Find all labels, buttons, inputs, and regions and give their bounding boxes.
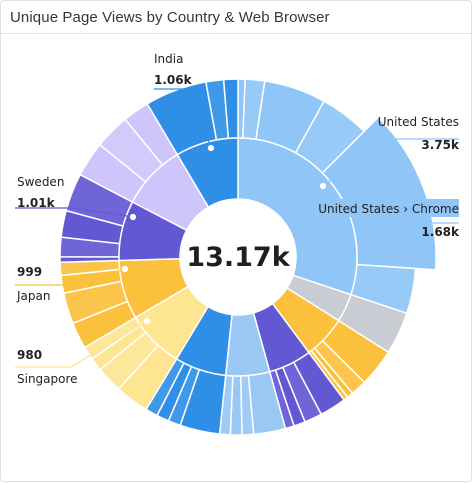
sweden-label: Sweden — [17, 175, 64, 189]
us-chrome-label-bg — [323, 199, 459, 217]
sweden-leader — [15, 207, 134, 218]
japan-leader — [15, 268, 126, 286]
center-total: 13.17k — [186, 242, 290, 273]
outer-ring — [59, 78, 437, 436]
us-value: 3.75k — [421, 138, 460, 152]
us-chrome-value: 1.68k — [421, 225, 460, 239]
us-chrome-label: United States › Chrome — [318, 202, 459, 216]
japan-leader-dot — [121, 265, 129, 273]
inner-segment-india[interactable] — [176, 137, 239, 209]
sweden-leader-dot — [129, 213, 137, 221]
singapore-label: Singapore — [17, 372, 78, 386]
india-label: India — [154, 52, 183, 66]
singapore-leader-dot — [143, 317, 151, 325]
japan-value: 999 — [17, 265, 42, 279]
us-leader — [322, 138, 459, 187]
singapore-leader — [15, 320, 148, 368]
chart-header: Unique Page Views by Country & Web Brows… — [1, 1, 471, 34]
singapore-value: 980 — [17, 348, 42, 362]
india-leader-dot — [207, 144, 215, 152]
inner-ring — [118, 137, 358, 377]
leader-lines — [15, 88, 459, 368]
india-leader — [154, 88, 212, 149]
outer-segment-sweden-1[interactable] — [59, 256, 120, 263]
inner-segment-united-states[interactable] — [237, 137, 358, 296]
sweden-value: 1.01k — [17, 196, 56, 210]
japan-label: Japan — [16, 289, 50, 303]
chart-title: Unique Page Views by Country & Web Brows… — [10, 8, 330, 26]
india-value: 1.06k — [154, 73, 193, 87]
us-label: United States — [378, 115, 459, 129]
us-leader-dot — [319, 182, 327, 190]
